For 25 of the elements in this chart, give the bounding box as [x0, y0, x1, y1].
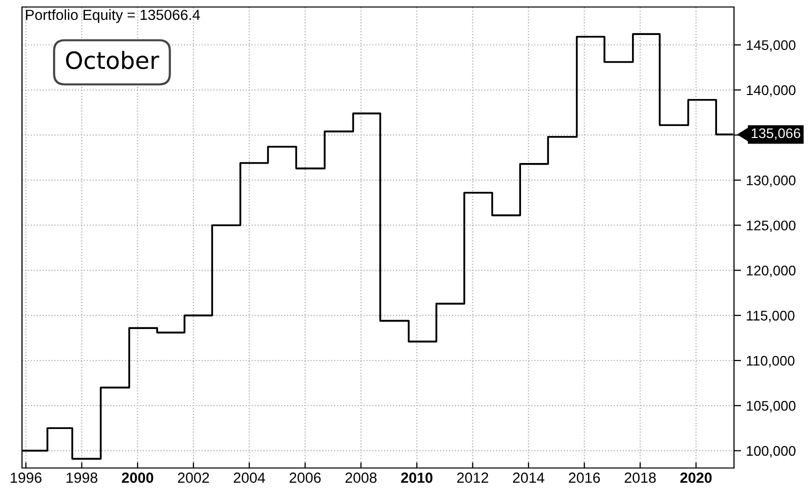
x-tick-label: 2012	[457, 472, 488, 483]
annotation: October	[66, 50, 160, 70]
x-tick-label: 2002	[178, 472, 209, 483]
y-tick-label: 110,000	[746, 356, 794, 368]
x-tick-label: 2016	[568, 472, 600, 483]
annotation: 135,066	[752, 128, 800, 140]
y-tick-label: 100,000	[746, 446, 796, 458]
x-tick-label: 2018	[624, 472, 656, 483]
x-tick-label: 2020	[680, 472, 712, 483]
x-tick-label: 2000	[122, 472, 154, 483]
x-tick-label: 2008	[345, 472, 377, 483]
x-tick-label: 1996	[10, 472, 42, 483]
y-tick-label: 145,000	[746, 40, 796, 52]
y-tick-label: 105,000	[746, 400, 796, 412]
y-tick-label: 125,000	[746, 220, 796, 232]
y-tick-label: 140,000	[746, 85, 796, 97]
y-tick-label: 115,000	[746, 310, 794, 322]
y-tick-label: 130,000	[746, 175, 796, 187]
x-tick-label: 2004	[234, 472, 266, 483]
x-tick-label: 2014	[513, 472, 544, 483]
x-tick-label: 2010	[401, 472, 432, 483]
x-tick-label: 2006	[290, 472, 321, 483]
y-tick-label: 120,000	[746, 266, 796, 278]
chart-title: Portfolio Equity = 135066.4	[26, 9, 200, 23]
x-tick-label: 1998	[66, 472, 98, 483]
